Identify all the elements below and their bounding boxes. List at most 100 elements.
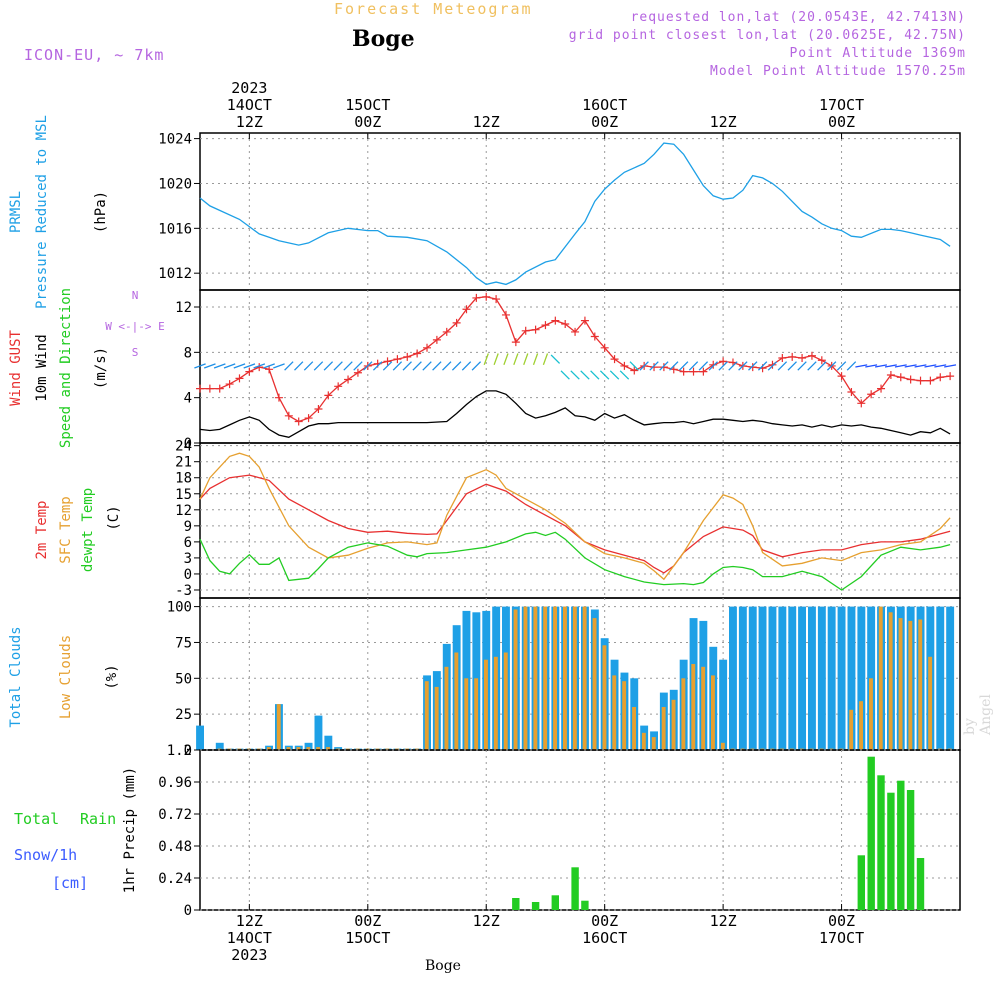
- temp-label-2m: 2m Temp: [34, 500, 50, 559]
- clouds-bar-low: [493, 656, 498, 750]
- wind-arrow: [503, 353, 509, 366]
- pressure-ylabel: (hPa): [93, 191, 109, 233]
- pressure-ytick-label: 1024: [158, 132, 192, 148]
- wind-arrow: [688, 361, 699, 371]
- bottom-time-label: 00Z: [828, 912, 855, 930]
- clouds-bar: [817, 606, 826, 750]
- clouds-bar: [334, 747, 343, 750]
- bottom-time-label: 2023: [231, 946, 267, 964]
- temperature-ytick-label: 3: [184, 551, 192, 567]
- temp-label-dewpt: dewpt Temp: [80, 488, 96, 572]
- wind-arrow: [483, 353, 489, 366]
- wind-arrow: [493, 353, 499, 366]
- clouds-bar: [946, 606, 955, 750]
- bottom-time-label: 17OCT: [819, 929, 864, 947]
- wind-ytick-label: 4: [184, 391, 192, 407]
- wind-arrow: [787, 361, 797, 371]
- model-altitude: Model Point Altitude 1570.25m: [710, 64, 966, 79]
- wind-arrow: [659, 361, 669, 371]
- wind-gust-marker: [403, 352, 412, 361]
- wind-gust-marker: [946, 372, 955, 381]
- temperature-frame: [199, 442, 961, 599]
- wind-arrow: [797, 361, 807, 371]
- wind-gust-marker: [886, 371, 895, 379]
- wind-arrow: [233, 363, 246, 369]
- clouds-bar: [324, 735, 333, 750]
- wind-arrow: [382, 361, 393, 371]
- wind-arrow: [392, 361, 403, 371]
- clouds-bar: [719, 659, 728, 750]
- temperature-ytick-label: 9: [184, 519, 192, 535]
- wind-gust-marker: [472, 293, 481, 302]
- temperature-ytick-label: 18: [175, 471, 192, 487]
- wind-arrow: [542, 353, 549, 366]
- pressure-frame: [199, 132, 961, 291]
- wind-arrow: [532, 353, 539, 366]
- temperature-ytick-label: 12: [175, 503, 192, 519]
- wind-arrow: [874, 364, 888, 368]
- wind-label-gust: Wind GUST: [8, 330, 24, 406]
- wind-gust-marker: [571, 327, 580, 336]
- precip-bar: [906, 790, 915, 910]
- temperature-ytick-label: 24: [175, 439, 192, 455]
- top-time-label: 14OCT: [227, 96, 272, 114]
- wind-gust-marker: [334, 382, 343, 391]
- wind-arrow: [855, 364, 868, 368]
- wind-gust-marker: [679, 367, 688, 376]
- wind-arrow: [619, 370, 630, 380]
- requested-coords: requested lon,lat (20.0543E, 42.7413N): [630, 10, 966, 25]
- clouds-bar-low: [681, 678, 686, 750]
- wind-arrow: [303, 361, 314, 371]
- clouds-bar-low: [849, 709, 854, 750]
- temperature-series-line: [199, 452, 951, 581]
- precip-ytick-label: 0.96: [158, 775, 192, 791]
- bottom-time-label: 14OCT: [227, 929, 272, 947]
- wind-gust-marker: [492, 295, 501, 304]
- temperature-ytick-label: 0: [184, 567, 192, 583]
- clouds-bar-low: [306, 747, 311, 750]
- top-time-label: 2023: [231, 79, 267, 97]
- wind-gust-marker: [353, 368, 362, 377]
- bottom-time-label: 12Z: [710, 912, 737, 930]
- wind-arrow: [669, 361, 679, 371]
- clouds-bar: [827, 606, 836, 750]
- wind-arrow: [570, 370, 580, 380]
- wind-arrow: [807, 361, 817, 371]
- temp-label-sfc: SFC Temp: [58, 496, 74, 563]
- wind-gust-marker: [719, 357, 728, 366]
- clouds-bar-low: [622, 681, 627, 750]
- wind-arrow: [609, 370, 620, 380]
- wind-gust-marker: [215, 384, 224, 393]
- wind-arrow: [846, 361, 857, 371]
- clouds-bar-low: [888, 612, 893, 750]
- wind-arrow: [471, 361, 482, 371]
- precip-ytick-label: 0: [184, 903, 192, 919]
- clouds-bar-low: [543, 606, 548, 750]
- temperature-ytick-label: 15: [175, 487, 192, 503]
- wind-arrow: [914, 364, 927, 368]
- wind-gust-marker: [521, 326, 530, 335]
- top-time-label: 12Z: [473, 113, 500, 131]
- wind-gust-marker: [630, 366, 639, 375]
- clouds-bar-low: [503, 652, 508, 750]
- wind-arrow: [884, 364, 897, 368]
- clouds-bar-low: [572, 606, 577, 750]
- clouds-bar: [314, 715, 323, 750]
- precip-bar: [531, 902, 540, 910]
- wind-gust-marker: [531, 325, 540, 334]
- location-title: Boge: [352, 26, 415, 52]
- bottom-time-label: 00Z: [354, 912, 381, 930]
- wind-gust-marker: [196, 384, 204, 393]
- clouds-bar: [808, 606, 816, 750]
- pressure-label-msl: Pressure Reduced to MSL: [34, 115, 50, 309]
- wind-arrow: [728, 361, 738, 371]
- wind-arrow: [402, 361, 412, 371]
- wind-gust-marker: [768, 360, 777, 369]
- wind-arrow: [777, 361, 788, 371]
- wind-arrow: [273, 363, 285, 369]
- product-title: Forecast Meteogram: [334, 0, 533, 18]
- wind-gust-marker: [867, 390, 876, 399]
- wind-arrow: [639, 361, 649, 371]
- wind-arrow: [422, 361, 432, 371]
- top-time-label: 12Z: [236, 113, 263, 131]
